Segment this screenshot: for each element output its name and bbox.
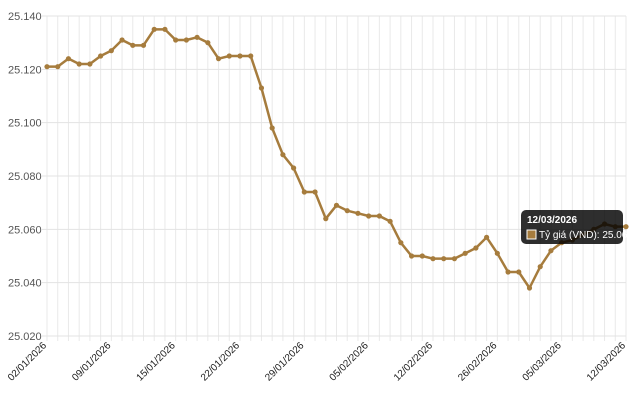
data-point[interactable] <box>226 53 232 59</box>
data-point[interactable] <box>333 202 340 208</box>
data-point[interactable] <box>526 285 533 291</box>
data-point[interactable] <box>623 224 629 230</box>
data-point[interactable] <box>258 85 265 91</box>
data-point[interactable] <box>55 64 61 70</box>
x-tick-label: 12/03/2026 <box>585 340 628 383</box>
data-point[interactable] <box>430 256 436 262</box>
data-point[interactable] <box>269 125 275 131</box>
y-tick-label: 25.120 <box>8 64 42 76</box>
data-point[interactable] <box>451 256 458 262</box>
data-point[interactable] <box>473 245 479 251</box>
y-tick-label: 25.140 <box>8 11 42 23</box>
x-tick-label: 29/01/2026 <box>263 340 306 383</box>
data-point[interactable] <box>323 216 329 222</box>
data-point[interactable] <box>173 37 179 43</box>
tooltip-date: 12/03/2026 <box>527 215 577 226</box>
data-point[interactable] <box>312 189 318 195</box>
data-point[interactable] <box>548 248 554 254</box>
data-point[interactable] <box>248 53 254 59</box>
data-point[interactable] <box>291 165 297 171</box>
x-axis-ticks: 02/01/2026 09/01/2026 15/01/2026 22/01/2026… <box>6 340 628 383</box>
data-point[interactable] <box>65 56 72 62</box>
data-point[interactable] <box>537 264 543 270</box>
data-point[interactable] <box>344 208 350 214</box>
data-point[interactable] <box>408 253 415 259</box>
data-point[interactable] <box>398 240 404 246</box>
data-point[interactable] <box>183 37 189 43</box>
x-tick-label: 26/02/2026 <box>456 340 499 383</box>
data-point[interactable] <box>516 269 522 275</box>
data-point[interactable] <box>205 40 211 46</box>
data-point[interactable] <box>162 26 168 32</box>
data-point[interactable] <box>237 53 243 59</box>
x-tick-label: 15/01/2026 <box>135 340 178 383</box>
data-point[interactable] <box>280 152 286 158</box>
data-point[interactable] <box>119 37 125 43</box>
data-point[interactable] <box>44 64 50 70</box>
data-point[interactable] <box>98 53 104 59</box>
data-point[interactable] <box>151 26 157 32</box>
data-point[interactable] <box>441 256 447 262</box>
data-point[interactable] <box>130 42 136 48</box>
data-point[interactable] <box>462 250 468 256</box>
tooltip-color-swatch <box>526 229 537 240</box>
data-point[interactable] <box>376 213 382 219</box>
x-tick-label: 05/03/2026 <box>521 340 564 383</box>
y-tick-label: 25.040 <box>8 278 42 290</box>
grid <box>42 15 627 341</box>
data-point[interactable] <box>355 210 361 216</box>
data-point[interactable] <box>76 61 82 67</box>
data-point[interactable] <box>419 253 425 259</box>
data-point[interactable] <box>87 61 93 67</box>
data-point[interactable] <box>484 234 490 240</box>
y-tick-label: 25.020 <box>8 331 42 343</box>
tooltip: 12/03/2026 Tỷ giá (VND): 25.061 <box>521 210 633 244</box>
x-tick-label: 02/01/2026 <box>6 340 49 383</box>
data-point[interactable] <box>108 48 114 54</box>
data-point[interactable] <box>140 42 147 48</box>
tooltip-background <box>521 210 623 244</box>
x-tick-label: 09/01/2026 <box>70 340 113 383</box>
x-tick-label: 05/02/2026 <box>328 340 371 383</box>
y-tick-label: 25.080 <box>8 171 42 183</box>
data-point[interactable] <box>505 269 511 275</box>
y-tick-label: 25.060 <box>8 224 42 236</box>
x-tick-label: 22/01/2026 <box>199 340 242 383</box>
data-point[interactable] <box>194 34 200 40</box>
y-tick-label: 25.100 <box>8 118 42 130</box>
x-tick-label: 12/02/2026 <box>392 340 435 383</box>
data-point[interactable] <box>387 218 393 224</box>
data-point[interactable] <box>494 250 500 256</box>
data-point[interactable] <box>215 56 222 62</box>
data-point[interactable] <box>366 213 372 219</box>
tooltip-value: Tỷ giá (VND): 25.061 <box>539 229 633 241</box>
data-point[interactable] <box>301 189 307 195</box>
y-axis-ticks: 25.020 25.040 25.060 25.080 25.100 25.120 25.1… <box>8 11 42 343</box>
